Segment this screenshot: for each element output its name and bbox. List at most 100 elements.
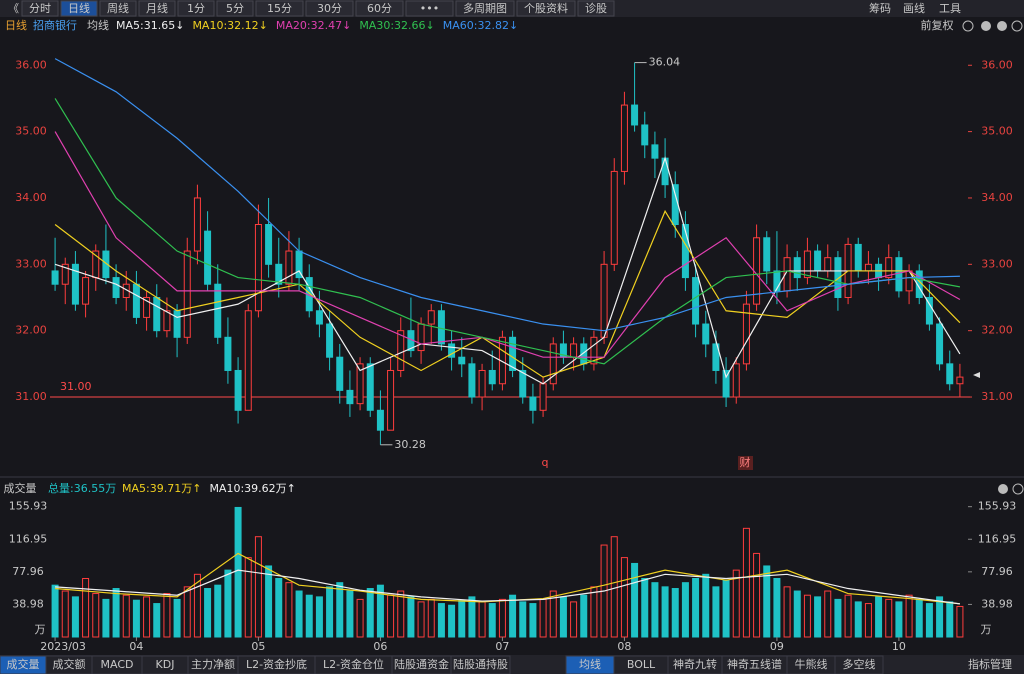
volume-bar xyxy=(51,584,59,638)
bottom-tab-bg xyxy=(834,655,884,674)
volume-ma-line xyxy=(55,569,960,605)
indicator-manage[interactable]: 指标管理 xyxy=(968,657,1012,671)
volume-tick-label: 116.95 xyxy=(9,532,48,545)
volume-bar xyxy=(193,573,201,638)
candle-body xyxy=(610,170,618,265)
bottom-tab[interactable]: 成交量 xyxy=(7,657,40,671)
icon-undo[interactable] xyxy=(962,20,974,32)
candle-body xyxy=(437,310,445,345)
volume-bar xyxy=(773,577,781,638)
volume-bar xyxy=(529,603,537,638)
ma-legend: MA30:32.66↓ xyxy=(359,19,434,32)
bottom-tab[interactable]: 成交额 xyxy=(53,657,86,671)
bottom-tab[interactable]: L2-资金抄底 xyxy=(246,657,307,671)
back-icon[interactable]: 《 xyxy=(8,2,19,15)
toolbar-tab[interactable]: 月线 xyxy=(146,1,168,15)
tab-bg xyxy=(355,0,404,17)
candle-body xyxy=(692,277,700,325)
volume-bar xyxy=(783,586,791,638)
toolbar-tab[interactable]: 分时 xyxy=(29,2,51,15)
event-marker[interactable]: 财 xyxy=(740,455,751,469)
volume-bar xyxy=(214,584,222,638)
tab-bg xyxy=(99,0,137,17)
ma-legend: MA20:32.47↓ xyxy=(276,19,351,32)
tab-bg xyxy=(305,0,354,17)
toolbar-tab[interactable]: 30分 xyxy=(317,2,342,15)
icon-close[interactable] xyxy=(998,484,1008,494)
unit-left: 万 xyxy=(35,623,46,636)
volume-bar xyxy=(244,557,252,638)
bottom-tab[interactable]: L2-资金仓位 xyxy=(323,657,384,671)
bottom-tab[interactable]: 主力净额 xyxy=(191,657,235,671)
candle-body xyxy=(529,396,537,411)
unit-right: 万 xyxy=(981,623,992,636)
candle-body xyxy=(712,343,720,371)
volume-bar xyxy=(956,605,964,638)
icon-minus[interactable] xyxy=(997,21,1007,31)
volume-bar xyxy=(285,582,293,638)
volume-bar xyxy=(651,582,659,638)
volume-bar xyxy=(824,590,832,638)
candle-body xyxy=(824,257,832,272)
period: 日线 xyxy=(5,18,27,32)
volume-bar xyxy=(61,590,69,638)
candle-body xyxy=(600,263,608,338)
adjust[interactable]: 前复权 xyxy=(921,18,954,32)
toolbar-tab[interactable]: 5分 xyxy=(226,2,244,15)
volume-bar xyxy=(143,596,151,638)
bottom-tab[interactable]: 多空线 xyxy=(843,657,876,671)
candle-body xyxy=(51,270,59,285)
volume-bar xyxy=(488,603,496,638)
candle-body xyxy=(631,104,639,126)
volume-ma-legend: MA10:39.62万↑ xyxy=(209,482,295,495)
icon-settings[interactable] xyxy=(1012,483,1024,495)
bottom-tab[interactable]: 陆股通资金 xyxy=(394,657,449,671)
candle-body xyxy=(488,369,496,385)
toolbar-tab[interactable]: 诊股 xyxy=(585,1,607,15)
toolbar-right[interactable]: 工具 xyxy=(939,2,961,15)
toolbar-tab[interactable]: 周线 xyxy=(107,1,129,15)
tab-bg xyxy=(216,0,254,17)
bottom-tab[interactable]: 陆股通持股 xyxy=(453,657,508,671)
bottom-tab[interactable]: KDJ xyxy=(156,658,175,671)
volume-bar xyxy=(122,594,130,638)
y-tick-label: 35.00 xyxy=(15,125,47,138)
volume-bar xyxy=(519,601,527,638)
toolbar-tab[interactable]: 多周期图 xyxy=(463,1,507,15)
toolbar-tab[interactable]: 日线 xyxy=(68,1,90,15)
candle-body xyxy=(275,263,283,285)
candle-body xyxy=(346,389,354,405)
bottom-tab[interactable]: BOLL xyxy=(627,658,656,671)
volume-bar xyxy=(102,598,110,638)
bottom-tab[interactable]: 神奇九转 xyxy=(673,657,717,671)
volume-bar xyxy=(722,579,730,638)
y-tick-label-right: 33.00 xyxy=(981,257,1013,270)
volume-bar xyxy=(478,601,486,638)
bottom-tab[interactable]: 神奇五线谱 xyxy=(727,657,782,671)
candle-body xyxy=(925,296,933,325)
bottom-tab[interactable]: 均线 xyxy=(579,657,601,671)
ma-line xyxy=(54,98,961,365)
bottom-tab[interactable]: 牛熊线 xyxy=(795,657,828,671)
toolbar-tab[interactable]: 15分 xyxy=(267,2,292,15)
candle-body xyxy=(681,224,689,279)
icon-add[interactable] xyxy=(981,21,991,31)
toolbar-tab[interactable]: 60分 xyxy=(367,2,392,15)
volume-bar xyxy=(692,577,700,638)
toolbar-tab[interactable]: 1分 xyxy=(187,2,205,15)
toolbar-tab[interactable]: 个股资料 xyxy=(524,1,568,15)
toolbar-tab[interactable]: ••• xyxy=(420,2,439,15)
event-marker[interactable]: q xyxy=(542,456,549,469)
toolbar-right[interactable]: 筹码 xyxy=(869,1,891,15)
tab-bg xyxy=(177,0,215,17)
volume-bar xyxy=(498,598,506,638)
bottom-tab[interactable]: MACD xyxy=(101,658,134,671)
candle-body xyxy=(82,277,90,305)
volume-bar xyxy=(671,588,679,638)
ma-line xyxy=(54,209,961,378)
candle-body xyxy=(641,124,649,146)
toolbar-right[interactable]: 画线 xyxy=(903,1,925,15)
volume-bar xyxy=(753,552,761,638)
icon-more[interactable] xyxy=(1011,20,1023,32)
